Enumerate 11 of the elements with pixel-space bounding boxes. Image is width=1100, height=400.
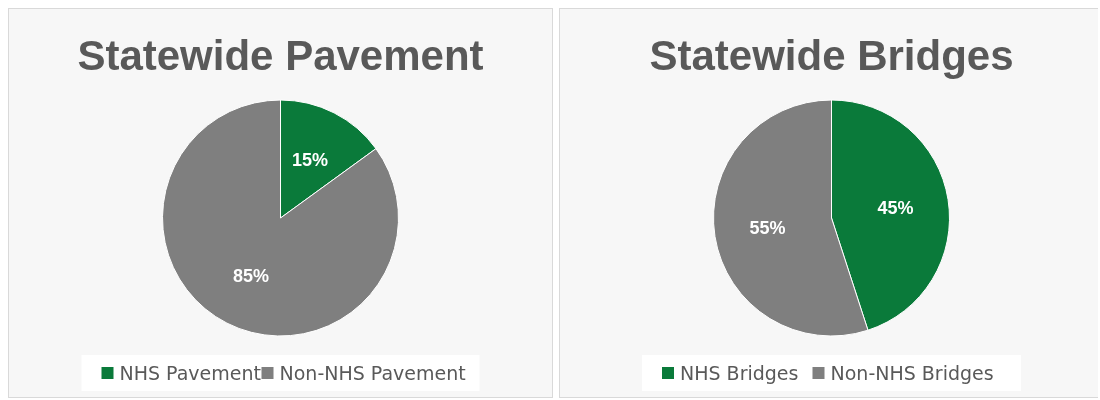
legend-label: Non-NHS Pavement bbox=[279, 362, 466, 384]
chart-title: Statewide Pavement bbox=[77, 32, 484, 79]
data-label: 45% bbox=[877, 197, 914, 218]
legend-label: Non-NHS Bridges bbox=[830, 362, 994, 384]
data-label: 55% bbox=[749, 218, 786, 239]
data-label: 85% bbox=[233, 265, 270, 286]
chart-title: Statewide Bridges bbox=[649, 32, 1014, 79]
legend-label: NHS Bridges bbox=[680, 362, 799, 384]
legend-label: NHS Pavement bbox=[119, 362, 261, 384]
pie-slice bbox=[162, 99, 399, 337]
data-label: 15% bbox=[291, 150, 328, 171]
